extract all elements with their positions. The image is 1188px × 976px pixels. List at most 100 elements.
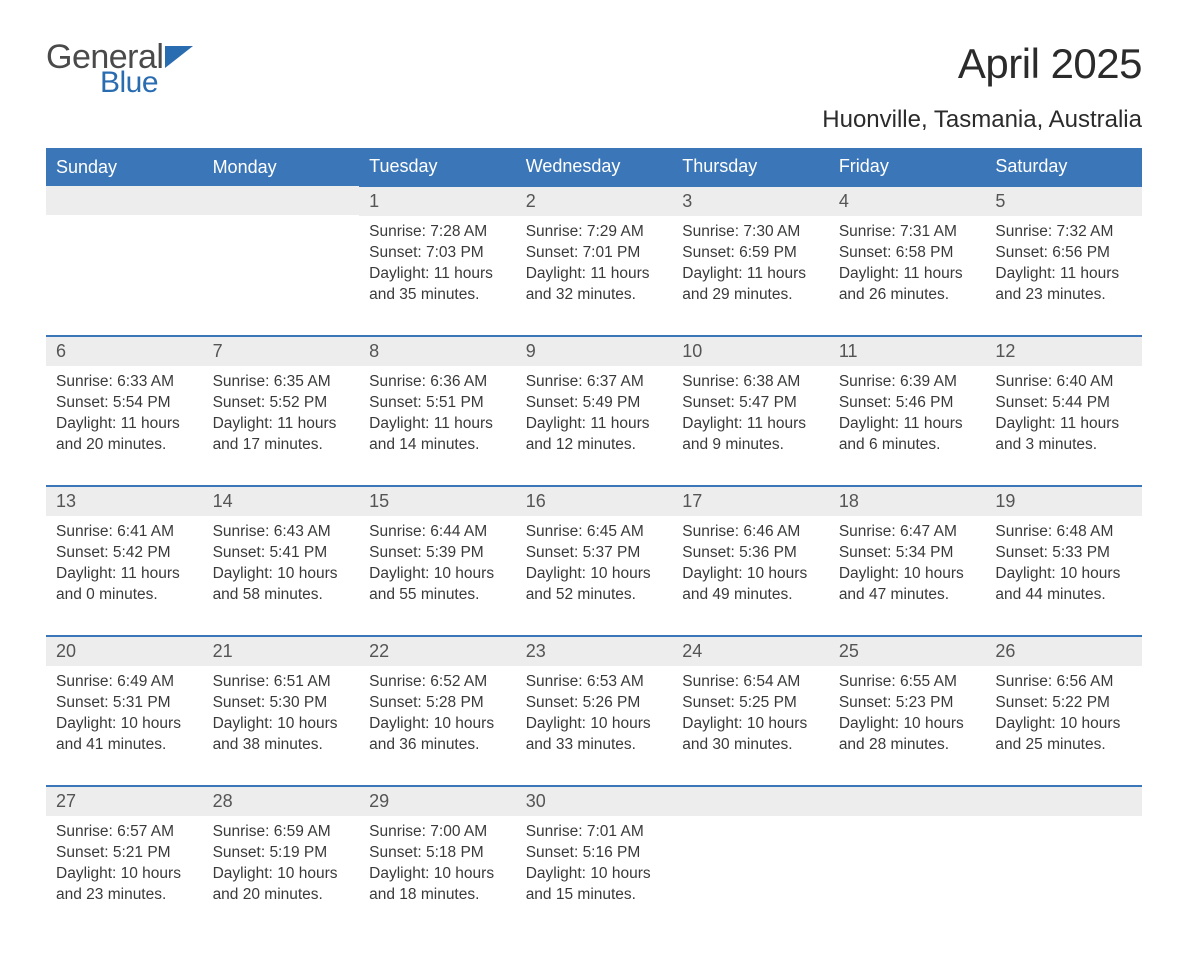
sunrise-value: 6:40 AM [1057,373,1114,390]
sunset-label: Sunset: [213,544,270,561]
sunset-line: Sunset: 6:58 PM [839,243,976,264]
calendar-cell: 11Sunrise: 6:39 AMSunset: 5:46 PMDayligh… [829,336,986,486]
calendar-week-row: 1Sunrise: 7:28 AMSunset: 7:03 PMDaylight… [46,186,1142,336]
sunset-value: 5:16 PM [583,844,641,861]
day-number: 17 [672,487,829,516]
daylight-label: Daylight: [56,715,121,732]
sunrise-label: Sunrise: [369,223,430,240]
sunrise-label: Sunrise: [369,823,430,840]
daylight-label: Daylight: [213,715,278,732]
sunset-value: 5:52 PM [269,394,327,411]
day-details: Sunrise: 7:31 AMSunset: 6:58 PMDaylight:… [829,216,986,316]
daylight-line: Daylight: 10 hours and 55 minutes. [369,564,506,606]
day-details: Sunrise: 6:56 AMSunset: 5:22 PMDaylight:… [985,666,1142,766]
sunrise-line: Sunrise: 6:59 AM [213,822,350,843]
sunrise-value: 6:39 AM [900,373,957,390]
sunset-value: 5:30 PM [269,694,327,711]
calendar-cell: 27Sunrise: 6:57 AMSunset: 5:21 PMDayligh… [46,786,203,936]
day-details: Sunrise: 7:28 AMSunset: 7:03 PMDaylight:… [359,216,516,316]
daylight-line: Daylight: 10 hours and 49 minutes. [682,564,819,606]
day-number: 25 [829,637,986,666]
sunset-value: 5:51 PM [426,394,484,411]
sunset-value: 5:18 PM [426,844,484,861]
daylight-label: Daylight: [369,865,434,882]
sunset-line: Sunset: 5:25 PM [682,693,819,714]
sunrise-label: Sunrise: [995,523,1056,540]
day-details: Sunrise: 7:00 AMSunset: 5:18 PMDaylight:… [359,816,516,916]
daylight-label: Daylight: [995,415,1060,432]
calendar-cell [46,186,203,336]
daylight-label: Daylight: [213,415,278,432]
sunrise-line: Sunrise: 6:45 AM [526,522,663,543]
day-header: Tuesday [359,148,516,186]
sunrise-label: Sunrise: [995,223,1056,240]
location-text: Huonville, Tasmania, Australia [46,106,1142,134]
sunset-label: Sunset: [369,394,426,411]
sunrise-label: Sunrise: [369,673,430,690]
day-header: Saturday [985,148,1142,186]
daylight-line: Daylight: 11 hours and 35 minutes. [369,264,506,306]
sunrise-line: Sunrise: 6:46 AM [682,522,819,543]
sunrise-value: 7:30 AM [743,223,800,240]
sunrise-line: Sunrise: 6:41 AM [56,522,193,543]
day-number-bar-empty [672,787,829,816]
sunset-line: Sunset: 5:49 PM [526,393,663,414]
sunset-line: Sunset: 6:59 PM [682,243,819,264]
calendar-cell: 22Sunrise: 6:52 AMSunset: 5:28 PMDayligh… [359,636,516,786]
calendar-cell: 8Sunrise: 6:36 AMSunset: 5:51 PMDaylight… [359,336,516,486]
calendar-cell: 1Sunrise: 7:28 AMSunset: 7:03 PMDaylight… [359,186,516,336]
sunrise-line: Sunrise: 7:29 AM [526,222,663,243]
sunset-value: 5:49 PM [583,394,641,411]
day-details: Sunrise: 6:36 AMSunset: 5:51 PM Daylight:… [359,366,516,466]
daylight-line: Daylight: 11 hours and 6 minutes. [839,414,976,456]
sunrise-value: 6:55 AM [900,673,957,690]
sunset-line: Sunset: 5:30 PM [213,693,350,714]
sunrise-value: 7:31 AM [900,223,957,240]
daylight-label: Daylight: [369,565,434,582]
day-details: Sunrise: 6:37 AMSunset: 5:49 PMDaylight:… [516,366,673,466]
sunrise-line: Sunrise: 6:37 AM [526,372,663,393]
day-header: Wednesday [516,148,673,186]
sunset-line: Sunset: 5:26 PM [526,693,663,714]
day-details: Sunrise: 6:47 AMSunset: 5:34 PMDaylight:… [829,516,986,616]
day-details: Sunrise: 6:52 AMSunset: 5:28 PMDaylight:… [359,666,516,766]
day-details: Sunrise: 6:53 AMSunset: 5:26 PMDaylight:… [516,666,673,766]
sunrise-value: 7:29 AM [587,223,644,240]
daylight-line: Daylight: 10 hours and 33 minutes. [526,714,663,756]
sunset-line: Sunset: 5:19 PM [213,843,350,864]
calendar-cell: 5Sunrise: 7:32 AMSunset: 6:56 PMDaylight… [985,186,1142,336]
sunrise-value: 7:28 AM [430,223,487,240]
day-header: Sunday [46,148,203,186]
sunrise-label: Sunrise: [839,523,900,540]
daylight-line: Daylight: 10 hours and 28 minutes. [839,714,976,756]
sunset-value: 5:22 PM [1052,694,1110,711]
sunrise-line: Sunrise: 6:36 AM [369,372,506,393]
sunrise-label: Sunrise: [995,673,1056,690]
sunset-line: Sunset: 5:52 PM [213,393,350,414]
day-number-bar-empty [203,186,360,215]
sunrise-label: Sunrise: [526,823,587,840]
day-header-row: SundayMondayTuesdayWednesdayThursdayFrid… [46,148,1142,186]
daylight-label: Daylight: [369,415,434,432]
sunrise-line: Sunrise: 6:49 AM [56,672,193,693]
daylight-line: Daylight: 10 hours and 30 minutes. [682,714,819,756]
daylight-line: Daylight: 11 hours and 26 minutes. [839,264,976,306]
sunrise-line: Sunrise: 6:33 AM [56,372,193,393]
day-number: 6 [46,337,203,366]
calendar-cell: 9Sunrise: 6:37 AMSunset: 5:49 PMDaylight… [516,336,673,486]
sunrise-line: Sunrise: 7:31 AM [839,222,976,243]
daylight-line: Daylight: 11 hours and 32 minutes. [526,264,663,306]
sunrise-label: Sunrise: [526,523,587,540]
day-details: Sunrise: 6:49 AMSunset: 5:31 PMDaylight:… [46,666,203,766]
day-details: Sunrise: 6:40 AMSunset: 5:44 PMDaylight:… [985,366,1142,466]
calendar-body: 1Sunrise: 7:28 AMSunset: 7:03 PMDaylight… [46,186,1142,936]
sunset-line: Sunset: 5:22 PM [995,693,1132,714]
day-number: 13 [46,487,203,516]
daylight-label: Daylight: [839,265,904,282]
sunset-label: Sunset: [213,844,270,861]
sunset-value: 5:36 PM [739,544,797,561]
sunset-label: Sunset: [682,244,739,261]
sunset-line: Sunset: 5:37 PM [526,543,663,564]
sunrise-value: 6:51 AM [274,673,331,690]
calendar-cell: 12Sunrise: 6:40 AMSunset: 5:44 PMDayligh… [985,336,1142,486]
